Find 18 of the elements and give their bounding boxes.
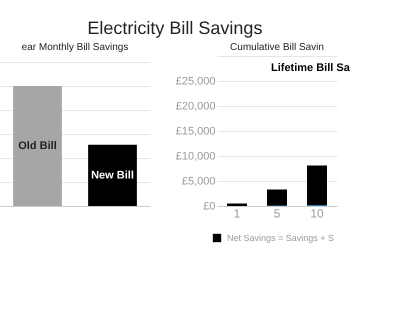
legend-label: Net Savings = Savings + S (227, 233, 334, 243)
y-tick-label: £0 (203, 200, 216, 212)
x-tick-label: 5 (274, 206, 281, 220)
y-tick-label: £15,000 (176, 126, 216, 138)
x-tick-label: 10 (310, 206, 324, 220)
y-tick-label: £20,000 (176, 100, 216, 112)
bar (307, 166, 327, 205)
chart-subtitle: ear Monthly Bill Savings (22, 42, 128, 53)
y-tick-label: £5,000 (182, 176, 216, 188)
y-tick-label: £10,000 (176, 150, 216, 162)
annotation: Lifetime Bill Sa (271, 62, 351, 74)
x-tick-label: Old Bill (18, 140, 57, 152)
x-tick-label: New Bill (91, 169, 134, 182)
y-tick-label: £25,000 (176, 76, 216, 88)
chart-subtitle: Cumulative Bill Savin (230, 42, 324, 53)
chart-title: Electricity Bill Savings (87, 18, 262, 38)
x-tick-label: 1 (234, 206, 241, 220)
bar (267, 190, 287, 206)
